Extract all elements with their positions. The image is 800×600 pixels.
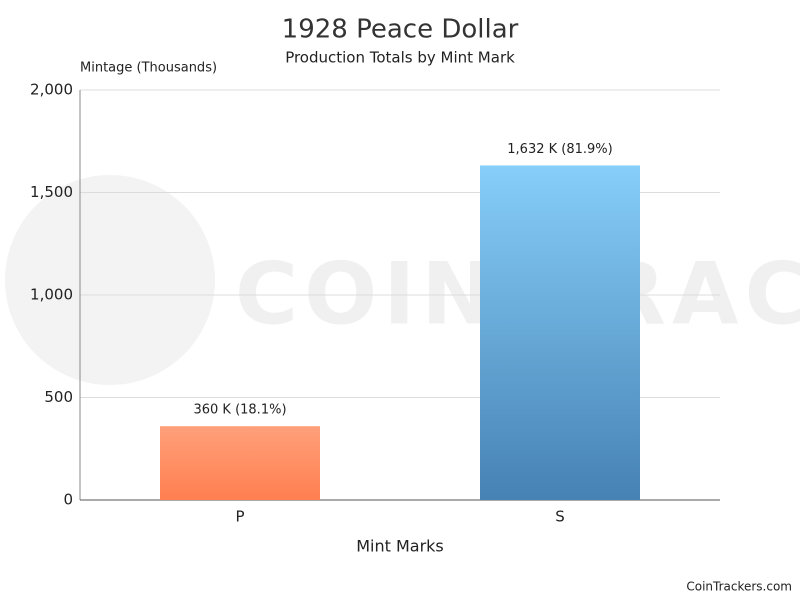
y-tick-label: 2,000: [30, 81, 73, 99]
y-axis-title: Mintage (Thousands): [80, 61, 217, 76]
x-tick-label: S: [555, 508, 565, 526]
credit: CoinTrackers.com: [686, 580, 792, 594]
y-tick-label: 500: [44, 388, 73, 406]
chart-subtitle: Production Totals by Mint Mark: [285, 49, 515, 67]
x-tick-label: P: [235, 508, 244, 526]
y-tick-label: 0: [63, 491, 73, 509]
watermark-logo: [5, 175, 215, 385]
bar: [160, 426, 320, 500]
y-tick-label: 1,000: [30, 286, 73, 304]
chart-title: 1928 Peace Dollar: [282, 15, 519, 45]
bar: [480, 165, 640, 500]
x-axis-title: Mint Marks: [356, 537, 444, 556]
y-tick-label: 1,500: [30, 183, 73, 201]
data-label: 360 K (18.1%): [193, 403, 286, 418]
data-label: 1,632 K (81.9%): [507, 142, 612, 157]
